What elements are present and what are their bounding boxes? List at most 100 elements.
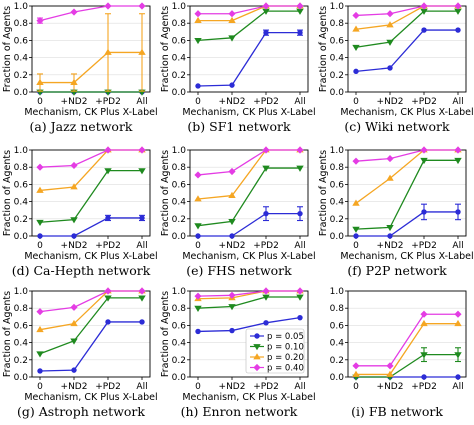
data-point [387,233,393,239]
x-tick-label: +ND2 [377,382,404,392]
data-point [296,294,304,301]
series-p040 [194,287,304,300]
y-tick-label: 1.0 [330,2,345,12]
series-line [198,212,300,237]
x-axis-label: Mechanism, CK Plus X-Label [24,107,157,118]
data-point [104,287,112,295]
data-point [71,367,77,373]
data-point [386,225,394,232]
series-p005 [37,214,145,239]
series-line [355,149,458,204]
series-p040 [194,146,304,179]
data-point [36,17,44,25]
x-tick-label: 0 [353,97,359,107]
data-point [229,82,235,88]
x-tick-label: +ND2 [219,241,246,251]
x-tick-label: +PD2 [253,382,279,392]
series-line [355,29,458,73]
x-tick-label: 0 [353,241,359,251]
series-line [39,290,142,313]
series-line [198,5,300,15]
y-tick-label: 1.0 [172,146,187,156]
data-point [194,16,202,24]
data-point [420,319,428,327]
x-tick-label: 0 [195,241,201,251]
data-point [71,233,77,239]
subplot-9: 0.0 0.2 0.4 0.6 0.8 1.0 0 +ND2 +PD2 All (i) FB net… [330,287,467,419]
x-tick-label: All [136,97,147,107]
series-p020 [352,146,462,206]
series-line [39,321,142,372]
data-point [262,287,270,295]
y-axis-label: Fraction of Agents [318,6,329,92]
x-tick-label: All [452,97,463,107]
series-line [355,5,458,17]
data-point [37,233,43,239]
subplot-caption: (d) Ca-Hepth network [12,263,151,278]
data-point [194,223,202,230]
y-tick-label: 0.6 [330,180,345,190]
data-point [262,294,270,301]
data-point [195,328,201,335]
y-tick-label: 0.2 [330,356,344,366]
subplot-8: 0.0 0.2 0.4 0.6 0.8 1.0 0 +ND2 +PD2 AllMechanism,… [160,287,316,419]
series-p020 [194,287,304,302]
x-tick-label: +PD2 [95,241,121,251]
data-point [263,210,269,217]
y-axis-label: Fraction of Agents [2,150,13,236]
y-axis-label: Fraction of Agents [318,150,329,236]
series-line [39,149,142,168]
series-line [197,149,300,176]
series-p005 [353,203,461,239]
y-tick-label: 0.4 [330,54,345,64]
y-tick-label: 0.6 [172,180,187,190]
y-tick-label: 0.8 [172,163,187,173]
data-point [353,233,359,239]
data-point [420,157,428,165]
y-tick-label: 0.8 [172,304,187,314]
plot-frame [189,5,309,93]
series-line [39,169,142,223]
y-tick-label: 0.2 [172,215,186,225]
y-tick-label: 0.6 [14,321,29,331]
y-axis-label: Fraction of Agents [160,291,171,377]
series-line [40,217,142,237]
subplot-7: 0.0 0.2 0.4 0.6 0.8 1.0 0 +ND2 +PD2 AllMechanism,… [2,287,158,419]
data-point [105,319,111,325]
series-p005 [195,206,303,239]
y-tick-label: 0.0 [172,88,187,98]
series-line [355,10,458,48]
series-p040 [36,287,146,316]
legend-label: p = 0.40 [267,364,304,374]
legend-marker [254,333,260,339]
data-point [229,233,235,239]
series-line [197,32,300,87]
y-tick-label: 0.4 [172,339,187,349]
x-tick-label: +ND2 [61,382,88,392]
series-p010 [36,89,146,96]
x-axis-label: Mechanism, CK Plus X-Label [182,251,315,262]
y-tick-label: 1.0 [14,146,29,156]
y-tick-label: 0.4 [14,339,29,349]
series-p005 [195,314,303,335]
series-p040 [194,2,304,18]
y-tick-label: 0.8 [330,304,345,314]
data-point [138,48,146,55]
x-tick-label: +PD2 [411,97,437,107]
x-tick-label: +ND2 [219,382,246,392]
y-tick-label: 0.8 [330,163,345,173]
data-point [105,215,111,221]
y-tick-label: 0.2 [330,215,344,225]
data-point [296,146,304,154]
y-tick-label: 0.0 [330,88,345,98]
data-point [262,165,270,172]
legend: p = 0.05p = 0.10p = 0.20p = 0.40 [245,328,305,374]
x-axis-label: Mechanism, CK Plus X-Label [24,392,157,403]
legend-label: p = 0.05 [267,332,304,342]
subplot-caption: (b) SF1 network [187,119,291,134]
data-point [70,161,78,170]
data-point [228,304,236,311]
y-tick-label: 0.4 [172,54,187,64]
series-line [356,353,458,378]
subplot-6: 0.0 0.2 0.4 0.6 0.8 1.0 0 +ND2 +PD2 AllMechanism,… [318,146,474,278]
